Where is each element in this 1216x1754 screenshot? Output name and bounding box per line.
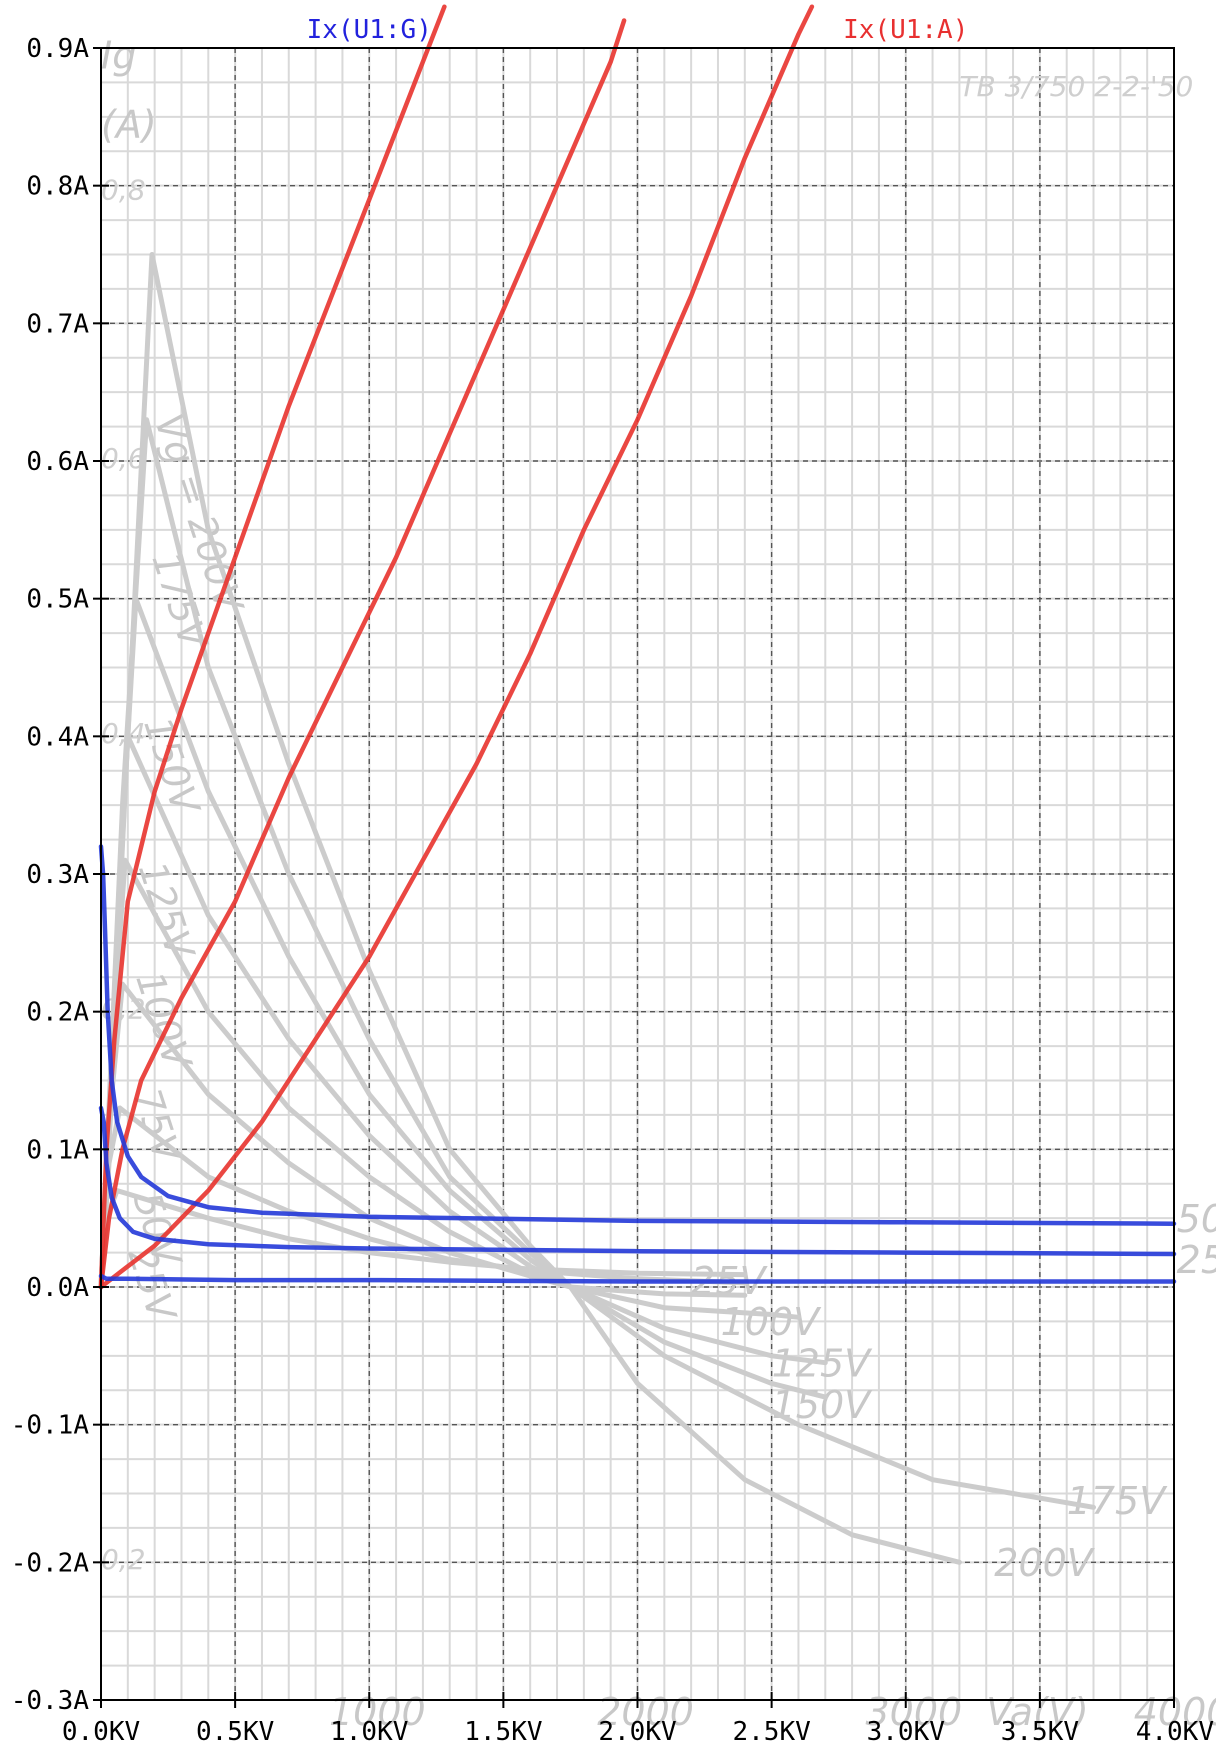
x-tick-label: 2.5KV: [732, 1717, 810, 1747]
y-tick-label: -0.3A: [11, 1686, 90, 1716]
background-label: 50: [1177, 1197, 1216, 1241]
background-curve: [98, 252, 962, 1565]
y-tick-label: 0.0A: [26, 1273, 89, 1303]
background-curve: [98, 733, 828, 1366]
background-curve: [98, 596, 828, 1400]
background-label: 0,6: [101, 442, 146, 475]
y-tick-label: -0.1A: [11, 1411, 90, 1441]
y-tick-label: 0.8A: [26, 172, 89, 202]
y-tick-label: 0.6A: [26, 447, 89, 477]
x-tick-label: 2.0KV: [598, 1717, 676, 1747]
legend: Ix(U1:G) Ix(U1:A): [307, 15, 969, 45]
y-tick-label: 0.5A: [26, 585, 89, 615]
background-label: 2000: [597, 1690, 694, 1734]
grid-current-line: [98, 1273, 1177, 1284]
background-label: 25: [1177, 1238, 1216, 1282]
series-layer: [98, 4, 1177, 1565]
background-label: (A): [101, 102, 157, 146]
background-curve: [98, 1105, 748, 1290]
legend-entry: Ix(U1:G): [307, 15, 432, 45]
background-label: 1000: [329, 1690, 426, 1734]
anode-current-line: [98, 4, 815, 1290]
grid-current-line: [98, 1105, 1177, 1257]
x-tick-label: 3.5KV: [1001, 1717, 1079, 1747]
background-label: 200V: [994, 1541, 1096, 1585]
x-tick-label: 1.5KV: [464, 1717, 542, 1747]
background-label: 100V: [721, 1300, 823, 1344]
legend-entry: Ix(U1:A): [843, 15, 968, 45]
x-tick-label: 3.0KV: [867, 1717, 945, 1747]
y-tick-label: 0.1A: [26, 1135, 89, 1165]
y-tick-label: 0.4A: [26, 722, 89, 752]
x-tick-label: 1.0KV: [330, 1717, 408, 1747]
background-curve: [98, 417, 1096, 1510]
background-label: 0,2: [101, 1543, 146, 1576]
background-label: 0,4: [101, 717, 146, 750]
y-tick-label: -0.2A: [11, 1548, 90, 1578]
background-curve: [98, 857, 801, 1320]
anode-current-line: [98, 18, 627, 1290]
grid-current-line: [98, 844, 1177, 1226]
y-tick-label: 0.3A: [26, 860, 89, 890]
y-tick-label: 0.7A: [26, 309, 89, 339]
major-grid: [101, 48, 1174, 1700]
x-tick-label: 0.0KV: [62, 1717, 140, 1747]
axis-ticks: 0.9A 0.8A 0.7A 0.6A 0.5A 0.4A 0.3A 0.2A 0.1A 0.0A…: [11, 34, 1214, 1747]
x-tick-label: 4.0KV: [1136, 1717, 1214, 1747]
background-label: Ig: [101, 34, 136, 78]
background-label: 0,8: [101, 173, 146, 206]
background-label: 175V: [1067, 1479, 1169, 1523]
background-label: 3000: [866, 1690, 963, 1734]
background-label: Va(V): [986, 1690, 1089, 1734]
x-tick-label: 0.5KV: [196, 1717, 274, 1747]
y-tick-label: 0.2A: [26, 998, 89, 1028]
y-tick-label: 0.9A: [26, 34, 89, 64]
anode-current-line: [98, 4, 447, 1290]
background-label: TB 3/750 2-2-'50: [959, 70, 1193, 103]
